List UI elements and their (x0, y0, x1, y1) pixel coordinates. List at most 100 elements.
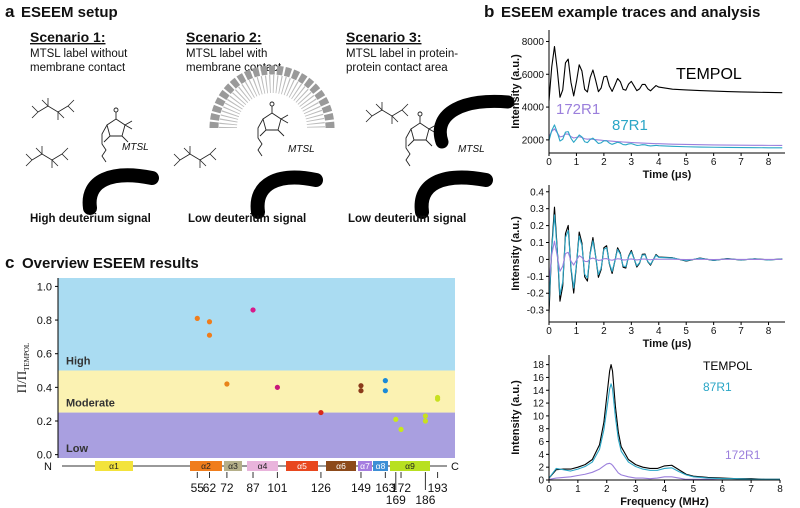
scenario-description: MTSL label with (186, 48, 267, 60)
scenario-description: MTSL label without (30, 48, 128, 60)
data-point (206, 332, 213, 338)
panel-title: ESEEM setup (21, 4, 118, 21)
series-label: 87R1 (612, 117, 648, 134)
protein (414, 170, 493, 219)
x-tick-label: 8 (766, 157, 772, 168)
series-line (548, 124, 783, 149)
panel-title: ESEEM example traces and analysis (501, 4, 760, 21)
protein (82, 168, 159, 215)
sequence-start: N (44, 461, 52, 473)
x-tick-label: 2 (604, 484, 610, 495)
protein (250, 170, 323, 219)
x-tick-label: 6 (711, 157, 717, 168)
y-tick-label: 0.6 (37, 349, 52, 361)
x-tick-label: 3 (629, 326, 635, 337)
scenario-description: membrane contact (186, 62, 282, 74)
scenario-title: Scenario 1: (30, 29, 105, 45)
x-tick-label: 0 (546, 157, 552, 168)
y-tick-label: 0.1 (530, 238, 544, 249)
x-tick-label: 8 (766, 326, 772, 337)
y-tick-label: 0.2 (530, 221, 544, 232)
x-tick-label: 4 (662, 484, 668, 495)
helix-label: α9 (405, 461, 415, 471)
y-tick-label: 6000 (522, 70, 545, 81)
x-tick-label: 7 (748, 484, 754, 495)
helix (95, 461, 133, 471)
data-point (382, 378, 388, 384)
membrane-heads (209, 65, 335, 129)
x-axis-label: Frequency (MHz) (620, 496, 709, 508)
x-tick-label: 3 (629, 157, 635, 168)
helix (247, 461, 278, 471)
y-axis-label: Intensity (a.u.) (510, 380, 522, 455)
scenario-title: Scenario 3: (346, 29, 421, 45)
molecule-label: MTSL (122, 142, 149, 153)
x-tick-label: 186 (415, 493, 435, 507)
scenario-description: MTSL label in protein- (346, 48, 458, 60)
x-tick-label: 87 (246, 481, 260, 495)
y-tick-label: 14 (533, 386, 545, 397)
y-tick-label: -0.3 (527, 306, 545, 317)
x-tick-label: 4 (656, 326, 662, 337)
y-tick-label: 0 (538, 476, 544, 487)
data-point (358, 388, 364, 394)
y-tick-label: 18 (533, 360, 545, 371)
x-tick-label: 5 (683, 157, 689, 168)
mtsl-structure (257, 101, 289, 157)
helix (358, 461, 372, 471)
x-tick-label: 5 (683, 326, 689, 337)
helix (224, 461, 242, 471)
data-point (382, 388, 388, 394)
y-tick-label: 2 (538, 463, 544, 474)
helix (373, 461, 388, 471)
x-tick-label: 2 (601, 326, 607, 337)
data-point (393, 416, 399, 422)
x-tick-label: 7 (738, 326, 744, 337)
helix-label: α6 (336, 461, 346, 471)
helix (286, 461, 318, 471)
x-tick-label: 3 (633, 484, 639, 495)
data-point (224, 381, 230, 387)
y-tick-label: 12 (533, 399, 545, 410)
x-tick-label: 1 (575, 484, 581, 495)
data-point (398, 426, 404, 433)
series-label: TEMPOL (676, 66, 742, 83)
data-point (274, 384, 280, 390)
mtsl-structure (101, 107, 133, 163)
series-label: 87R1 (703, 380, 732, 394)
y-axis-label: Intensity (a.u.) (510, 54, 522, 129)
y-tick-label: 1.0 (37, 281, 52, 293)
x-axis-label: Time (μs) (643, 338, 692, 350)
series-label: TEMPOL (703, 359, 753, 373)
y-tick-label: 6 (538, 437, 544, 448)
x-tick-label: 55 (191, 481, 205, 495)
data-point (318, 409, 324, 416)
deuterated-molecule (365, 101, 409, 125)
y-tick-label: 2000 (522, 135, 545, 146)
series-line (548, 462, 780, 481)
x-tick-label: 8 (777, 484, 783, 495)
band-label: Moderate (66, 398, 115, 410)
panel-title: Overview ESEEM results (22, 255, 199, 272)
y-tick-label: 0.4 (530, 187, 544, 198)
x-tick-label: 1 (574, 157, 580, 168)
scenario-description: membrane contact (30, 62, 126, 74)
data-point (250, 307, 256, 313)
panel-label: c (5, 253, 14, 272)
y-tick-label: 4000 (522, 103, 545, 114)
data-point (422, 413, 428, 419)
series-line (548, 214, 783, 305)
scenario-result: Low deuterium signal (348, 213, 466, 225)
y-tick-label: 0.2 (37, 416, 52, 428)
data-point (358, 383, 364, 389)
helix-label: α4 (258, 461, 268, 471)
helix (390, 461, 430, 471)
helix-label: α5 (297, 461, 307, 471)
helix (190, 461, 222, 471)
deuterated-molecule (173, 145, 217, 169)
y-axis-label: Π/ΠTEMPOL (14, 343, 31, 393)
data-point (206, 319, 213, 325)
helix-label: α2 (201, 461, 211, 471)
x-tick-label: 4 (656, 157, 662, 168)
